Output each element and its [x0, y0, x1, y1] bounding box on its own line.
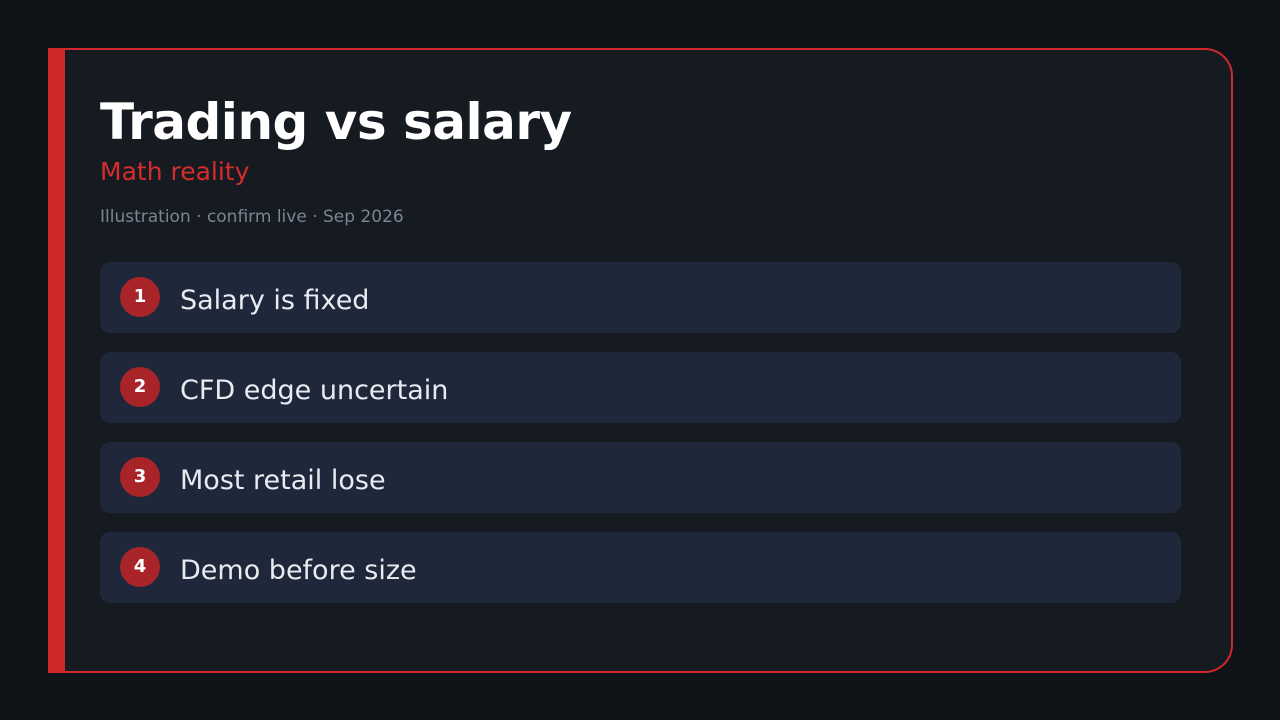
- slide-card: Trading vs salary Math reality Illustrat…: [48, 48, 1233, 673]
- number-badge: 4: [120, 547, 160, 587]
- slide-meta: Illustration · confirm live · Sep 2026: [100, 207, 404, 227]
- slide-subtitle: Math reality: [100, 157, 250, 186]
- list-item-label: Demo before size: [180, 555, 417, 586]
- accent-bar: [48, 50, 65, 671]
- list-item: 1 Salary is fixed: [100, 262, 1181, 333]
- list-item: 2 CFD edge uncertain: [100, 352, 1181, 423]
- list-item: 4 Demo before size: [100, 532, 1181, 603]
- number-badge: 1: [120, 277, 160, 317]
- slide-title: Trading vs salary: [100, 93, 572, 151]
- list-item: 3 Most retail lose: [100, 442, 1181, 513]
- list-item-label: Salary is fixed: [180, 285, 370, 316]
- list-item-label: CFD edge uncertain: [180, 375, 449, 406]
- point-list: 1 Salary is fixed 2 CFD edge uncertain 3…: [100, 262, 1181, 622]
- number-badge: 2: [120, 367, 160, 407]
- number-badge: 3: [120, 457, 160, 497]
- list-item-label: Most retail lose: [180, 465, 386, 496]
